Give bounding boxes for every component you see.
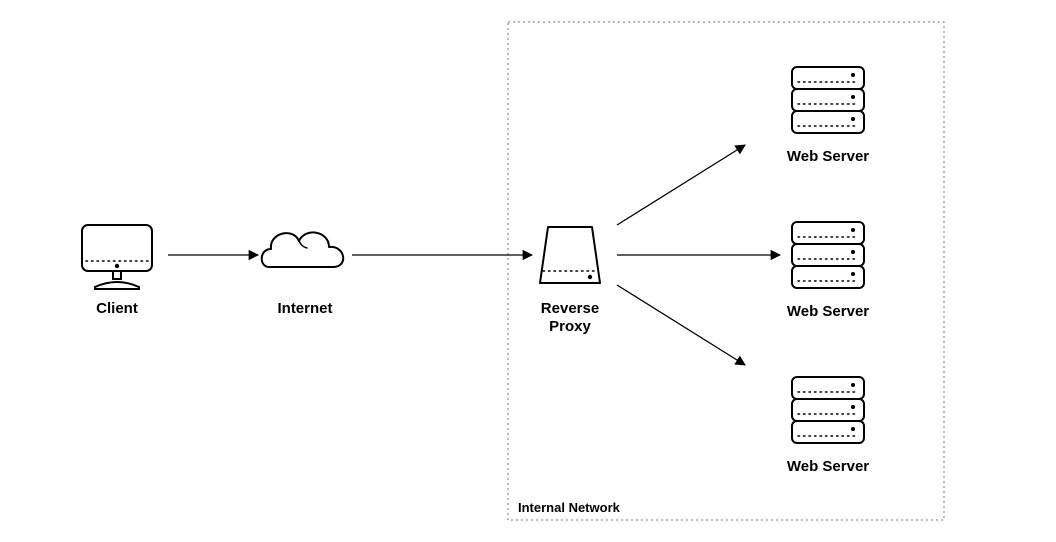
node-label-ws1: Web Server [758, 148, 898, 166]
node-label-client: Client [57, 300, 177, 318]
node-label-internet: Internet [245, 300, 365, 318]
diagram-canvas: Internal Network Client Internet Reverse Pr… [0, 0, 1056, 542]
region-label: Internal Network [518, 500, 620, 515]
node-label-proxy: Reverse Proxy [510, 300, 630, 336]
node-label-ws3: Web Server [758, 458, 898, 476]
node-label-ws2: Web Server [758, 303, 898, 321]
